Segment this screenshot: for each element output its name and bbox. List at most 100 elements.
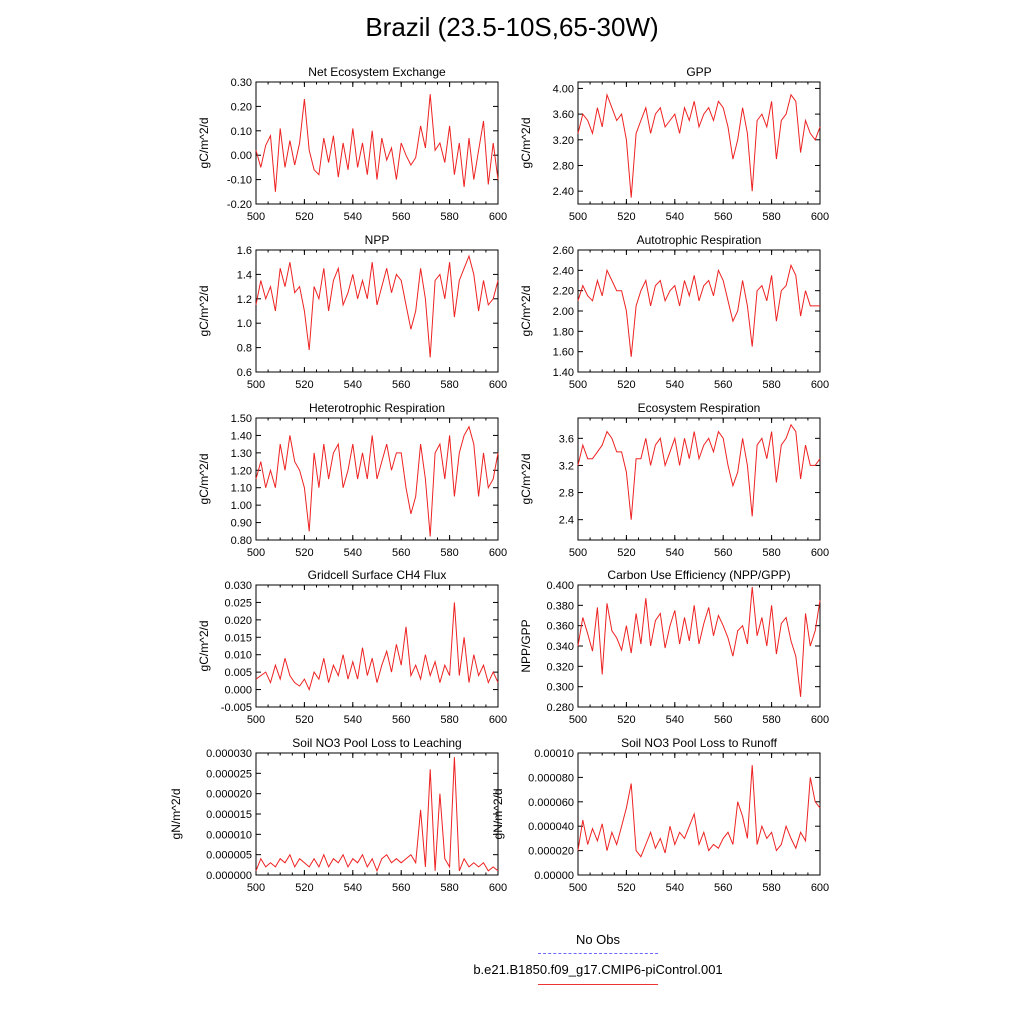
x-tick-label: 560 — [714, 882, 732, 894]
plot-frame — [255, 752, 499, 876]
y-tick-label: 1.50 — [231, 413, 252, 425]
y-tick-label: 1.40 — [553, 367, 574, 379]
legend-case-line — [538, 984, 658, 985]
x-tick-label: 540 — [666, 714, 684, 726]
x-tick-label: 600 — [811, 882, 829, 894]
x-tick-label: 540 — [344, 211, 362, 223]
x-tick-label: 500 — [247, 211, 265, 223]
plot-frame — [255, 584, 499, 708]
x-tick-label: 520 — [617, 714, 635, 726]
y-axis-label: gC/m^2/d — [519, 286, 533, 337]
x-tick-label: 600 — [811, 379, 829, 391]
x-tick-label: 540 — [344, 714, 362, 726]
x-tick-label: 540 — [344, 882, 362, 894]
x-tick-label: 600 — [489, 379, 507, 391]
plot-frame — [577, 752, 821, 876]
x-tick-label: 600 — [811, 211, 829, 223]
plot-frame — [577, 81, 821, 205]
x-tick-label: 520 — [617, 379, 635, 391]
page-title: Brazil (23.5-10S,65-30W) — [365, 12, 659, 42]
y-tick-label: 0.90 — [231, 518, 252, 530]
y-tick-label: 3.60 — [553, 109, 574, 121]
x-tick-label: 500 — [247, 379, 265, 391]
series-line — [255, 425, 499, 537]
panel-title: Soil NO3 Pool Loss to Leaching — [292, 736, 461, 750]
x-tick-label: 520 — [295, 547, 313, 559]
plot-frame — [255, 81, 499, 205]
x-tick-label: 580 — [762, 547, 780, 559]
y-tick-label: 0.00 — [231, 150, 252, 162]
x-tick-label: 520 — [295, 714, 313, 726]
panel-10: Soil NO3 Pool Loss to Runoff 500 520 540 560… — [491, 736, 829, 894]
y-tick-label: 0.8 — [237, 343, 252, 355]
x-tick-label: 600 — [811, 714, 829, 726]
x-tick-label: 500 — [569, 211, 587, 223]
x-tick-label: 560 — [714, 211, 732, 223]
y-tick-label: 1.30 — [231, 448, 252, 460]
x-tick-label: 540 — [666, 547, 684, 559]
x-tick-label: 540 — [666, 379, 684, 391]
series-line — [577, 423, 821, 520]
panel-2: GPP 500 520 540 560 580 600 2.40 2.80 3.20 3.60 4.0… — [519, 65, 829, 223]
legend-obs-label: No Obs — [575, 932, 621, 947]
y-tick-label: 2.20 — [553, 286, 574, 298]
x-tick-label: 580 — [440, 211, 458, 223]
y-axis-label: NPP/GPP — [519, 619, 533, 672]
y-axis-label: gC/m^2/d — [197, 621, 211, 672]
y-tick-label: 0.80 — [231, 535, 252, 547]
y-tick-label: 2.00 — [553, 306, 574, 318]
panel-1: Net Ecosystem Exchange 500 520 540 560 580 600… — [197, 65, 507, 223]
panel-title: Carbon Use Efficiency (NPP/GPP) — [607, 568, 790, 582]
panel-title: Ecosystem Respiration — [638, 401, 761, 415]
x-tick-label: 500 — [569, 379, 587, 391]
x-tick-label: 580 — [440, 882, 458, 894]
y-axis-label: gC/m^2/d — [519, 454, 533, 505]
y-tick-label: -0.005 — [221, 702, 252, 714]
y-tick-label: 2.4 — [559, 515, 574, 527]
panel-title: Gridcell Surface CH4 Flux — [308, 568, 447, 582]
y-tick-label: 1.0 — [237, 318, 252, 330]
y-tick-label: 3.20 — [553, 135, 574, 147]
panel-7: Gridcell Surface CH4 Flux 500 520 540 560 580… — [197, 568, 507, 726]
y-tick-label: 0.00010 — [534, 748, 574, 760]
x-tick-label: 500 — [247, 882, 265, 894]
y-tick-label: 0.400 — [546, 580, 574, 592]
y-tick-label: 0.000040 — [528, 821, 574, 833]
series-line — [255, 254, 499, 358]
x-tick-label: 580 — [440, 547, 458, 559]
y-tick-label: 3.6 — [559, 433, 574, 445]
y-tick-label: 0.000005 — [206, 850, 252, 862]
y-tick-label: 0.000015 — [206, 809, 252, 821]
x-tick-label: 520 — [295, 211, 313, 223]
x-tick-label: 520 — [295, 882, 313, 894]
y-tick-label: 0.025 — [224, 597, 252, 609]
y-tick-label: 0.020 — [224, 615, 252, 627]
y-tick-label: 0.000080 — [528, 772, 574, 784]
panel-title: Net Ecosystem Exchange — [308, 65, 446, 79]
panel-title: Soil NO3 Pool Loss to Runoff — [621, 736, 778, 750]
x-tick-label: 500 — [569, 882, 587, 894]
x-tick-label: 560 — [714, 547, 732, 559]
x-tick-label: 560 — [392, 211, 410, 223]
x-tick-label: 580 — [440, 379, 458, 391]
y-tick-label: 0.000020 — [528, 846, 574, 858]
x-tick-label: 600 — [489, 547, 507, 559]
series-line — [577, 92, 821, 198]
y-tick-label: 0.300 — [546, 682, 574, 694]
x-tick-label: 540 — [666, 882, 684, 894]
y-tick-label: 0.000 — [224, 685, 252, 697]
plot-frame — [577, 417, 821, 541]
x-tick-label: 580 — [762, 211, 780, 223]
x-tick-label: 580 — [440, 714, 458, 726]
x-tick-label: 540 — [344, 547, 362, 559]
y-tick-label: 1.10 — [231, 483, 252, 495]
y-axis-label: gC/m^2/d — [197, 118, 211, 169]
x-tick-label: 600 — [489, 882, 507, 894]
panel-title: GPP — [686, 65, 711, 79]
x-tick-label: 520 — [617, 882, 635, 894]
y-tick-label: 0.360 — [546, 621, 574, 633]
y-tick-label: 0.20 — [231, 101, 252, 113]
y-tick-label: 0.000000 — [206, 870, 252, 882]
y-tick-label: 1.00 — [231, 500, 252, 512]
